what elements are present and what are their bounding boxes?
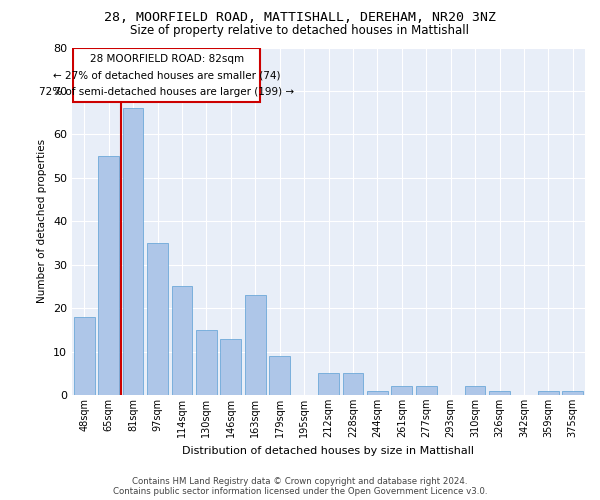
Bar	[391, 386, 412, 395]
Bar	[464, 386, 485, 395]
X-axis label: Distribution of detached houses by size in Mattishall: Distribution of detached houses by size …	[182, 446, 475, 456]
Text: 28 MOORFIELD ROAD: 82sqm: 28 MOORFIELD ROAD: 82sqm	[89, 54, 244, 64]
Text: 28, MOORFIELD ROAD, MATTISHALL, DEREHAM, NR20 3NZ: 28, MOORFIELD ROAD, MATTISHALL, DEREHAM,…	[104, 11, 496, 24]
Bar	[269, 356, 290, 395]
Bar	[220, 338, 241, 395]
Bar	[245, 295, 266, 395]
Bar	[196, 330, 217, 395]
Bar	[416, 386, 437, 395]
Bar	[318, 374, 339, 395]
Text: ← 27% of detached houses are smaller (74): ← 27% of detached houses are smaller (74…	[53, 70, 280, 80]
Bar	[562, 390, 583, 395]
Bar	[538, 390, 559, 395]
FancyBboxPatch shape	[73, 48, 260, 102]
Bar	[367, 390, 388, 395]
Text: 72% of semi-detached houses are larger (199) →: 72% of semi-detached houses are larger (…	[39, 86, 294, 97]
Bar	[343, 374, 364, 395]
Bar	[74, 317, 95, 395]
Bar	[122, 108, 143, 395]
Bar	[172, 286, 193, 395]
Text: Contains HM Land Registry data © Crown copyright and database right 2024.
Contai: Contains HM Land Registry data © Crown c…	[113, 476, 487, 496]
Bar	[489, 390, 510, 395]
Y-axis label: Number of detached properties: Number of detached properties	[37, 139, 47, 304]
Bar	[98, 156, 119, 395]
Bar	[147, 243, 168, 395]
Text: Size of property relative to detached houses in Mattishall: Size of property relative to detached ho…	[131, 24, 470, 37]
